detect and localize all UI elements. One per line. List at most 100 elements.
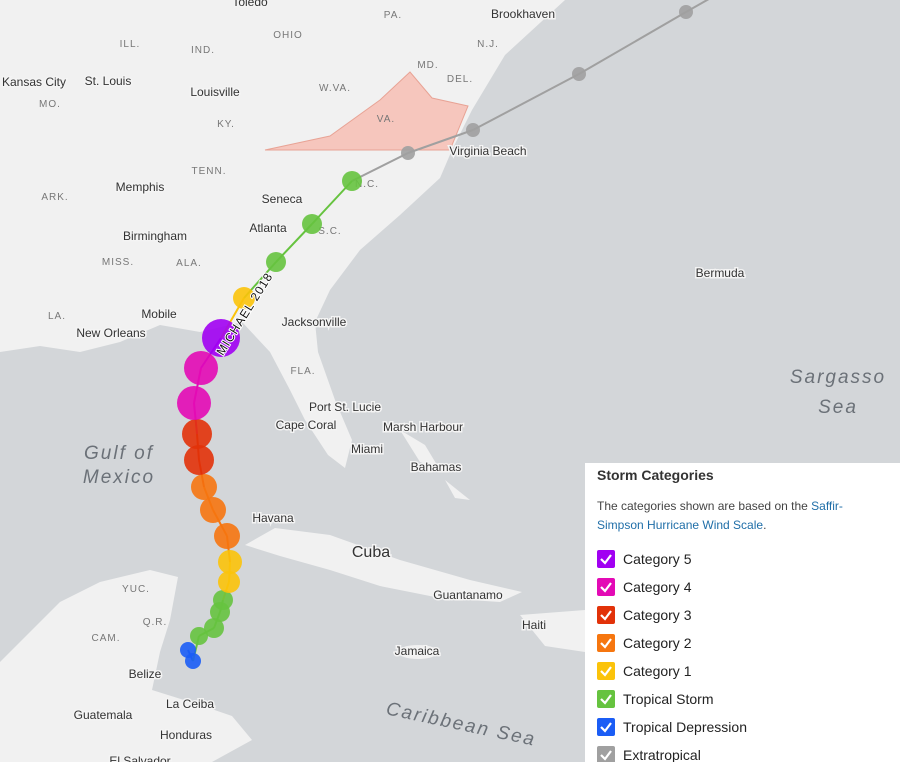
- track-point: [679, 5, 693, 19]
- place-label: Louisville: [190, 85, 240, 99]
- track-point: [213, 590, 233, 610]
- place-label: Memphis: [116, 180, 165, 194]
- place-label: St. Louis: [85, 74, 132, 88]
- place-label: ARK.: [41, 192, 68, 203]
- place-label: Port St. Lucie: [309, 400, 381, 414]
- place-label: Mobile: [141, 307, 177, 321]
- legend-item[interactable]: Category 3: [597, 601, 888, 629]
- track-segment: [407, 129, 474, 154]
- place-label: ILL.: [120, 39, 141, 50]
- place-label: LA.: [48, 311, 66, 322]
- water-label: Caribbean Sea: [384, 698, 538, 750]
- legend-label: Category 3: [623, 607, 692, 623]
- track-segment: [578, 11, 687, 75]
- track-point: [342, 171, 362, 191]
- place-label: VA.: [377, 114, 395, 125]
- checkbox[interactable]: [597, 578, 615, 596]
- legend-label: Tropical Depression: [623, 719, 747, 735]
- place-label: N.J.: [477, 39, 499, 50]
- place-label: Virginia Beach: [449, 144, 526, 158]
- description-end: .: [763, 518, 767, 532]
- water-label: Sargasso: [790, 367, 886, 388]
- track-point: [401, 146, 415, 160]
- scale-link[interactable]: Saffir-Simpson Hurricane Wind Scale: [597, 499, 843, 532]
- track-point: [190, 627, 208, 645]
- place-label: CAM.: [92, 633, 121, 644]
- place-label: Honduras: [160, 728, 212, 742]
- legend-item[interactable]: Category 4: [597, 573, 888, 601]
- place-label: Guatemala: [74, 708, 133, 722]
- check-icon: [600, 610, 612, 621]
- track-segment: [685, 0, 710, 13]
- checkbox[interactable]: [597, 746, 615, 762]
- place-label: Atlanta: [249, 221, 287, 235]
- place-label: DEL.: [447, 74, 473, 85]
- place-label: MISS.: [102, 257, 134, 268]
- track-point: [218, 550, 242, 574]
- place-label: YUC.: [122, 584, 150, 595]
- place-label: ALA.: [176, 258, 202, 269]
- track-point: [202, 319, 240, 357]
- check-icon: [600, 638, 612, 649]
- place-label: Kansas City: [2, 75, 66, 89]
- place-label: Guantanamo: [433, 588, 503, 602]
- check-icon: [600, 750, 612, 761]
- checkbox[interactable]: [597, 690, 615, 708]
- land: [0, 570, 252, 762]
- track-point: [182, 419, 212, 449]
- place-label: Q.R.: [143, 617, 168, 628]
- place-label: N.C.: [355, 179, 379, 190]
- place-label: Jamaica: [395, 644, 440, 658]
- legend-item[interactable]: Category 2: [597, 629, 888, 657]
- check-icon: [600, 694, 612, 705]
- checkbox[interactable]: [597, 550, 615, 568]
- check-icon: [600, 666, 612, 677]
- place-label: La Ceiba: [166, 697, 214, 711]
- legend-label: Category 4: [623, 579, 692, 595]
- track-point: [191, 474, 217, 500]
- track-point: [266, 252, 286, 272]
- place-label: KY.: [217, 119, 235, 130]
- track-point: [572, 67, 586, 81]
- legend-item[interactable]: Category 5: [597, 545, 888, 573]
- check-icon: [600, 582, 612, 593]
- legend-label: Extratropical: [623, 747, 701, 762]
- track-point: [185, 653, 201, 669]
- checkbox[interactable]: [597, 662, 615, 680]
- track-point: [184, 445, 214, 475]
- legend-label: Category 5: [623, 551, 692, 567]
- legend-panel: Storm Categories The categories shown ar…: [585, 463, 900, 762]
- land: [520, 610, 585, 652]
- water-label: Gulf of: [84, 443, 154, 464]
- track-segment: [472, 73, 580, 131]
- legend-item[interactable]: Category 1: [597, 657, 888, 685]
- place-label: Bahamas: [411, 460, 462, 474]
- checkbox[interactable]: [597, 634, 615, 652]
- track-segment: [351, 152, 409, 182]
- place-label: Marsh Harbour: [383, 420, 463, 434]
- land: [245, 528, 522, 602]
- track-point: [233, 287, 255, 309]
- legend-item[interactable]: Tropical Depression: [597, 713, 888, 741]
- description-text: The categories shown are based on the: [597, 499, 812, 513]
- place-label: MD.: [417, 60, 438, 71]
- place-label: Cuba: [352, 544, 390, 561]
- legend-item[interactable]: Extratropical: [597, 741, 888, 762]
- place-label: Jacksonville: [282, 315, 347, 329]
- place-label: Haiti: [522, 618, 546, 632]
- place-label: IND.: [191, 45, 215, 56]
- track-point: [200, 497, 226, 523]
- checkbox[interactable]: [597, 606, 615, 624]
- place-label: Brookhaven: [491, 7, 555, 21]
- place-label: Havana: [252, 511, 294, 525]
- place-label: Seneca: [262, 192, 303, 206]
- checkbox[interactable]: [597, 718, 615, 736]
- place-label: Bermuda: [696, 266, 745, 280]
- legend-item[interactable]: Tropical Storm: [597, 685, 888, 713]
- track-point: [204, 618, 224, 638]
- legend-label: Category 1: [623, 663, 692, 679]
- place-label: FLA.: [290, 366, 315, 377]
- track-point: [302, 214, 322, 234]
